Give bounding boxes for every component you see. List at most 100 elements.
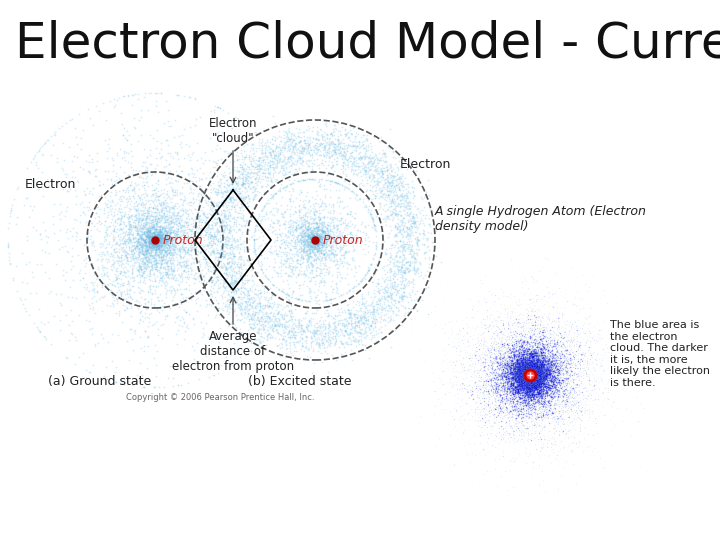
Point [397,268,408,276]
Point [276,323,287,332]
Point [588,381,600,389]
Point [528,388,539,397]
Point [523,368,535,377]
Point [142,181,153,190]
Point [523,359,534,368]
Point [382,233,394,241]
Point [122,220,134,229]
Point [328,209,339,218]
Point [504,364,516,373]
Point [474,391,485,400]
Point [539,359,550,368]
Point [537,373,549,382]
Point [539,380,550,389]
Point [536,328,547,336]
Point [495,382,506,390]
Point [544,357,556,366]
Point [298,137,310,146]
Point [166,248,178,257]
Point [140,260,151,268]
Point [344,210,356,219]
Point [573,394,585,402]
Point [522,368,534,377]
Point [405,221,416,230]
Point [511,347,523,356]
Point [520,354,531,362]
Point [506,379,518,387]
Point [155,237,166,246]
Point [281,181,292,190]
Point [530,368,541,377]
Point [364,259,376,268]
Point [396,192,408,201]
Point [458,366,469,374]
Point [521,373,533,382]
Point [390,191,402,199]
Point [355,328,366,337]
Point [310,240,321,248]
Point [523,371,535,380]
Point [523,367,534,376]
Point [521,371,532,380]
Point [522,379,534,388]
Point [225,245,236,253]
Point [525,370,536,379]
Point [518,364,530,373]
Point [520,382,531,391]
Point [525,366,536,375]
Point [514,394,526,402]
Point [549,356,560,364]
Point [71,139,82,148]
Point [529,404,541,413]
Point [508,319,519,327]
Point [521,391,533,400]
Point [511,369,523,377]
Point [531,400,542,408]
Point [513,332,524,340]
Point [277,328,289,337]
Point [523,372,535,380]
Point [513,376,525,385]
Point [156,239,167,247]
Point [261,301,273,309]
Point [529,373,541,381]
Point [396,295,408,303]
Point [145,252,156,260]
Point [539,367,550,375]
Point [521,397,532,406]
Point [520,375,531,383]
Point [524,364,536,373]
Point [275,163,287,172]
Point [493,385,505,394]
Point [385,290,397,299]
Point [529,371,541,380]
Point [513,365,524,374]
Point [510,399,521,408]
Point [235,184,246,192]
Point [549,466,561,475]
Point [308,240,320,248]
Point [294,230,306,239]
Point [502,352,513,361]
Point [150,220,161,229]
Point [525,368,536,377]
Point [469,408,480,416]
Point [522,373,534,382]
Point [521,377,532,386]
Point [473,345,485,353]
Point [521,357,532,366]
Point [387,195,398,204]
Point [168,154,179,163]
Point [147,238,158,246]
Point [477,394,488,402]
Point [519,380,531,389]
Point [532,333,544,341]
Point [607,359,618,367]
Point [510,392,522,400]
Point [556,372,567,380]
Point [503,381,514,390]
Point [534,382,546,391]
Point [156,253,167,261]
Point [384,275,395,284]
Point [310,236,322,245]
